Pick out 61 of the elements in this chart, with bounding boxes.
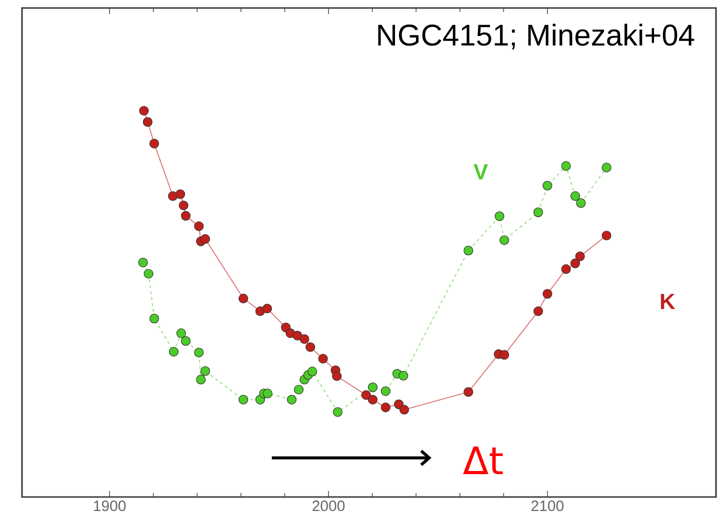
point — [570, 191, 580, 201]
series-label: V — [474, 164, 488, 180]
point — [494, 211, 504, 221]
x-tick-label: 2000 — [312, 500, 345, 512]
point — [138, 258, 148, 268]
point — [200, 234, 210, 244]
point — [399, 404, 410, 415]
point — [561, 264, 571, 274]
point — [602, 162, 612, 172]
point — [180, 336, 191, 346]
point — [332, 407, 342, 417]
point — [262, 304, 272, 314]
point — [176, 328, 186, 338]
point — [533, 208, 544, 218]
point — [398, 370, 408, 381]
point — [149, 138, 160, 148]
point — [542, 289, 552, 299]
point — [168, 346, 179, 357]
point — [380, 386, 390, 396]
point — [332, 371, 342, 381]
point — [200, 366, 210, 376]
point — [576, 198, 586, 208]
point — [194, 348, 204, 358]
point — [368, 394, 378, 404]
point — [380, 402, 390, 412]
point — [570, 258, 580, 268]
point — [308, 366, 318, 376]
point — [500, 235, 510, 245]
point — [294, 384, 304, 394]
point — [300, 334, 310, 344]
point — [500, 350, 510, 360]
chart-title: NGC4151; Minezaki+04 — [378, 24, 694, 50]
point — [286, 394, 297, 404]
point — [142, 117, 152, 127]
point — [194, 221, 204, 232]
point — [178, 200, 188, 210]
point — [306, 342, 316, 352]
point — [542, 180, 552, 190]
point — [196, 374, 206, 384]
point — [292, 330, 302, 340]
x-tick-label: 1900 — [94, 500, 126, 512]
point — [561, 161, 571, 171]
point — [144, 268, 154, 279]
point — [368, 382, 378, 392]
point — [575, 252, 585, 262]
point — [238, 394, 248, 404]
point — [464, 246, 474, 256]
text: K — [660, 294, 676, 309]
point — [139, 106, 149, 116]
point — [149, 314, 160, 324]
point — [361, 390, 371, 400]
point — [533, 306, 544, 316]
point — [180, 211, 191, 221]
point — [464, 387, 474, 397]
point — [602, 230, 612, 240]
x-tick-label: 2100 — [532, 500, 564, 512]
point — [175, 189, 186, 199]
annotation: Δt — [463, 446, 503, 474]
point — [262, 388, 272, 398]
point — [238, 294, 248, 304]
point — [318, 354, 328, 364]
